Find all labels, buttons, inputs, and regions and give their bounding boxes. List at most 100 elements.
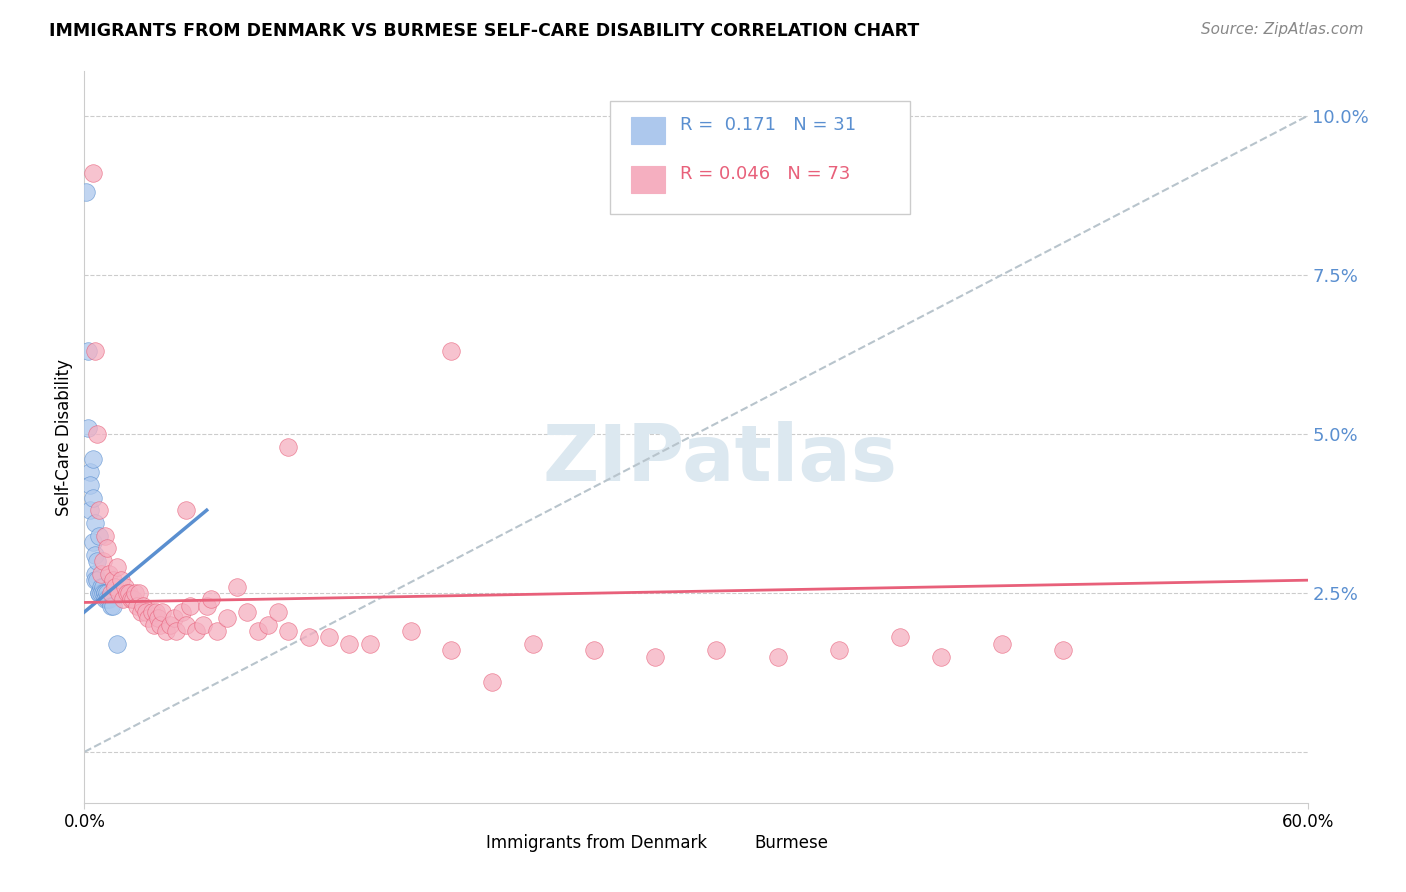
Point	[101, 599, 124, 613]
Point	[108, 586, 131, 600]
Point	[440, 643, 463, 657]
Point	[79, 477, 101, 491]
Point	[77, 420, 100, 434]
Point	[118, 586, 141, 600]
Point	[93, 592, 115, 607]
Point	[141, 605, 163, 619]
Point	[77, 344, 100, 359]
Point	[97, 592, 120, 607]
Point	[644, 649, 666, 664]
Point	[706, 643, 728, 657]
Point	[93, 529, 115, 543]
Point	[96, 586, 118, 600]
Point	[163, 611, 186, 625]
Point	[100, 586, 122, 600]
Point	[195, 599, 218, 613]
Point	[136, 611, 159, 625]
Point	[359, 637, 381, 651]
Text: ZIPatlas: ZIPatlas	[543, 421, 898, 497]
Point	[83, 516, 105, 530]
Point	[91, 586, 114, 600]
Bar	[720, 831, 748, 856]
Text: Burmese: Burmese	[755, 834, 828, 852]
Point	[205, 624, 228, 638]
Point	[79, 503, 101, 517]
Point	[226, 580, 249, 594]
Point	[96, 592, 118, 607]
Point	[83, 548, 105, 562]
Text: Source: ZipAtlas.com: Source: ZipAtlas.com	[1201, 22, 1364, 37]
Point	[929, 649, 952, 664]
Point	[159, 617, 181, 632]
Point	[991, 637, 1014, 651]
Point	[114, 580, 136, 594]
Point	[82, 166, 104, 180]
Text: R = 0.046   N = 73: R = 0.046 N = 73	[681, 165, 851, 183]
Point	[124, 586, 146, 600]
Point	[481, 675, 503, 690]
Point	[186, 624, 208, 638]
Bar	[631, 117, 665, 144]
Point	[87, 529, 110, 543]
Point	[267, 605, 290, 619]
Point	[440, 344, 463, 359]
Point	[82, 452, 104, 467]
Point	[87, 503, 110, 517]
Point	[131, 605, 153, 619]
Point	[1052, 643, 1074, 657]
Point	[766, 649, 789, 664]
Text: Immigrants from Denmark: Immigrants from Denmark	[485, 834, 707, 852]
Point	[91, 554, 114, 568]
Point	[522, 637, 544, 651]
FancyBboxPatch shape	[610, 101, 910, 214]
Text: IMMIGRANTS FROM DENMARK VS BURMESE SELF-CARE DISABILITY CORRELATION CHART: IMMIGRANTS FROM DENMARK VS BURMESE SELF-…	[49, 22, 920, 40]
Bar	[631, 166, 665, 193]
Point	[101, 573, 124, 587]
Point	[217, 611, 239, 625]
Point	[115, 586, 138, 600]
Point	[257, 617, 280, 632]
Point	[135, 605, 157, 619]
Point	[93, 586, 115, 600]
Point	[110, 573, 132, 587]
Point	[236, 605, 259, 619]
Point	[298, 631, 321, 645]
Point	[174, 617, 197, 632]
Point	[146, 611, 169, 625]
Point	[179, 599, 201, 613]
Point	[82, 491, 104, 505]
Point	[83, 566, 105, 581]
Point	[277, 440, 299, 454]
Point	[82, 535, 104, 549]
Point	[172, 605, 194, 619]
Point	[142, 617, 165, 632]
Point	[90, 586, 112, 600]
Point	[83, 344, 105, 359]
Point	[191, 617, 214, 632]
Point	[91, 580, 114, 594]
Point	[79, 465, 101, 479]
Point	[90, 566, 112, 581]
Point	[105, 637, 128, 651]
Point	[246, 624, 269, 638]
Point	[889, 631, 911, 645]
Point	[127, 599, 149, 613]
Point	[200, 592, 222, 607]
Point	[87, 586, 110, 600]
Point	[583, 643, 606, 657]
Point	[128, 586, 150, 600]
Point	[149, 617, 172, 632]
Point	[828, 643, 851, 657]
Point	[132, 599, 155, 613]
Point	[155, 624, 177, 638]
Point	[150, 605, 173, 619]
Point	[120, 592, 142, 607]
Point	[105, 560, 128, 574]
Point	[86, 554, 108, 568]
Point	[165, 624, 187, 638]
Point	[90, 580, 112, 594]
Point	[86, 426, 108, 441]
Point	[399, 624, 422, 638]
Point	[112, 592, 135, 607]
Point	[93, 586, 115, 600]
